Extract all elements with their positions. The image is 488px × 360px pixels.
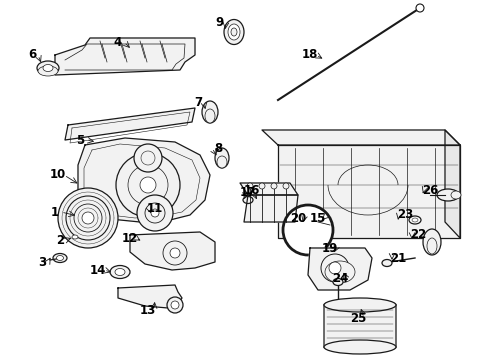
Text: 10: 10 [50, 168, 66, 181]
Circle shape [415, 4, 423, 12]
Circle shape [140, 177, 156, 193]
Text: 6: 6 [28, 49, 36, 62]
Circle shape [170, 248, 180, 258]
Ellipse shape [110, 266, 130, 279]
Ellipse shape [422, 229, 440, 255]
Circle shape [128, 165, 168, 205]
Polygon shape [278, 145, 459, 238]
Text: 22: 22 [409, 229, 425, 242]
Text: 21: 21 [389, 252, 406, 265]
Text: 4: 4 [114, 36, 122, 49]
Ellipse shape [57, 256, 63, 261]
Ellipse shape [333, 302, 341, 307]
Ellipse shape [411, 218, 417, 222]
Ellipse shape [69, 233, 81, 241]
Ellipse shape [450, 191, 460, 199]
Ellipse shape [324, 298, 395, 312]
Text: 17: 17 [240, 186, 256, 199]
Ellipse shape [324, 340, 395, 354]
Text: 25: 25 [349, 311, 366, 324]
Ellipse shape [115, 269, 125, 275]
Ellipse shape [53, 253, 67, 262]
Ellipse shape [426, 238, 436, 254]
Ellipse shape [230, 28, 237, 36]
Circle shape [246, 183, 252, 189]
Circle shape [116, 153, 180, 217]
Text: 13: 13 [140, 303, 156, 316]
Circle shape [134, 144, 162, 172]
Circle shape [74, 204, 102, 232]
Circle shape [82, 212, 94, 224]
Circle shape [163, 241, 186, 265]
Ellipse shape [332, 279, 342, 285]
Circle shape [145, 203, 164, 223]
Polygon shape [262, 130, 459, 145]
Circle shape [320, 254, 348, 282]
Text: 5: 5 [76, 134, 84, 147]
Text: 18: 18 [301, 49, 318, 62]
Ellipse shape [325, 261, 354, 283]
Ellipse shape [436, 189, 458, 201]
Circle shape [141, 151, 155, 165]
Text: 20: 20 [289, 211, 305, 225]
Ellipse shape [381, 260, 391, 266]
Ellipse shape [215, 148, 228, 168]
Circle shape [328, 262, 340, 274]
Circle shape [283, 205, 332, 255]
Circle shape [151, 209, 159, 217]
Text: 1: 1 [51, 206, 59, 219]
Circle shape [66, 196, 110, 240]
Text: 26: 26 [421, 184, 437, 197]
Text: 7: 7 [194, 96, 202, 109]
Ellipse shape [72, 235, 78, 239]
Text: 23: 23 [396, 208, 412, 221]
Ellipse shape [227, 24, 240, 40]
Ellipse shape [38, 66, 58, 76]
Circle shape [137, 195, 173, 231]
Ellipse shape [202, 101, 218, 123]
Polygon shape [65, 108, 195, 140]
Text: 15: 15 [309, 211, 325, 225]
Ellipse shape [243, 197, 252, 203]
Text: 12: 12 [122, 231, 138, 244]
Ellipse shape [204, 109, 215, 123]
Circle shape [58, 188, 118, 248]
Text: 16: 16 [244, 184, 260, 197]
Polygon shape [240, 183, 297, 195]
Text: 19: 19 [321, 242, 338, 255]
Text: 3: 3 [38, 256, 46, 269]
Text: 2: 2 [56, 234, 64, 247]
FancyBboxPatch shape [324, 304, 395, 348]
Ellipse shape [43, 64, 53, 72]
Text: 24: 24 [331, 271, 347, 284]
Polygon shape [307, 248, 371, 290]
Text: 9: 9 [215, 15, 224, 28]
Polygon shape [118, 285, 182, 308]
Polygon shape [444, 130, 459, 238]
Text: 11: 11 [146, 202, 163, 215]
Circle shape [171, 301, 179, 309]
Polygon shape [55, 38, 195, 75]
Ellipse shape [37, 61, 59, 75]
Ellipse shape [217, 156, 226, 168]
Ellipse shape [224, 19, 244, 45]
Circle shape [167, 297, 183, 313]
Circle shape [283, 183, 288, 189]
Polygon shape [244, 195, 297, 222]
Ellipse shape [408, 216, 420, 224]
Text: 14: 14 [90, 264, 106, 276]
Circle shape [259, 183, 264, 189]
Text: 8: 8 [213, 141, 222, 154]
Circle shape [270, 183, 276, 189]
Polygon shape [130, 232, 215, 270]
Polygon shape [78, 138, 209, 222]
